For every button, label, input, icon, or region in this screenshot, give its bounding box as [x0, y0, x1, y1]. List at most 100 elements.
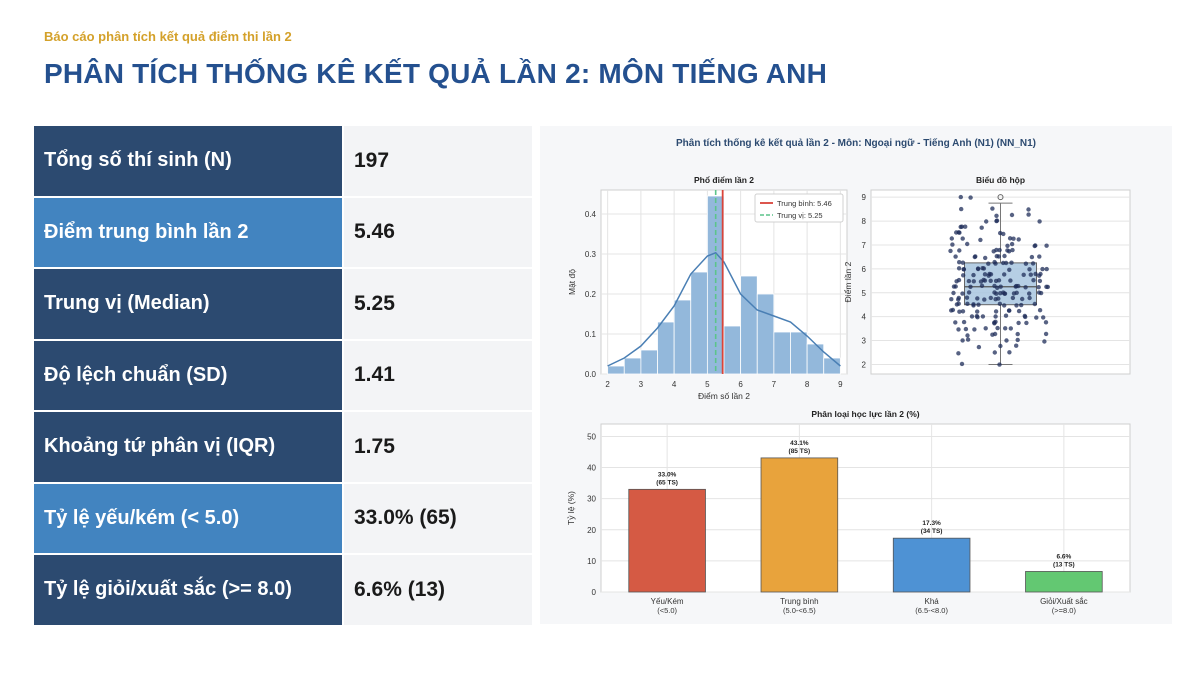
scatter-point	[1036, 285, 1041, 290]
scatter-point	[958, 224, 963, 230]
x-tick-label: 6	[738, 380, 743, 389]
scatter-point	[993, 314, 998, 319]
data-label: (85 TS)	[789, 448, 811, 455]
scatter-point	[969, 314, 975, 319]
scatter-point	[983, 326, 988, 331]
scatter-point	[960, 260, 966, 265]
scatter-point	[956, 230, 961, 235]
scatter-point	[1037, 308, 1043, 313]
scatter-point	[963, 326, 969, 332]
kde-line	[607, 251, 841, 367]
scatter-point	[956, 266, 962, 271]
scatter-point	[1003, 326, 1008, 331]
scatter-point	[1023, 261, 1029, 266]
scatter-point	[1041, 315, 1046, 320]
stat-row-iqr: Khoảng tứ phân vị (IQR) 1.75	[34, 412, 532, 482]
scatter-point	[1021, 272, 1026, 277]
scatter-point	[1026, 207, 1031, 212]
y-axis-label: Mật độ	[567, 269, 577, 295]
figure-title: Phân tích thống kê kết quả lần 2 - Môn: …	[676, 137, 1036, 149]
stat-label: Tỷ lệ giỏi/xuất sắc (>= 8.0)	[34, 555, 342, 625]
scatter-point	[1024, 320, 1029, 326]
scatter-point	[1010, 247, 1015, 253]
scatter-point	[957, 248, 962, 253]
scatter-point	[988, 278, 993, 283]
y-tick-label: 4	[862, 313, 867, 322]
y-tick-label: 9	[862, 193, 867, 202]
scatter-point	[1007, 267, 1012, 272]
stat-row-excellent: Tỷ lệ giỏi/xuất sắc (>= 8.0) 6.6% (13)	[34, 555, 532, 625]
scatter-point	[979, 283, 985, 288]
y-tick-label: 0.1	[585, 330, 597, 339]
y-tick-label: 0.2	[585, 290, 597, 299]
scatter-point	[1023, 285, 1028, 290]
scatter-point	[1028, 272, 1033, 277]
chart-title: Phổ điểm lần 2	[694, 175, 754, 185]
histogram-bar	[690, 271, 708, 375]
scatter-point	[975, 309, 980, 314]
scatter-point	[986, 261, 991, 266]
box-plot-chart: 2 3 4 5 6 7 8 9 Biểu đồ hộp Điểm lần 2	[843, 175, 1131, 375]
scatter-point	[1007, 308, 1012, 313]
scatter-point	[1032, 301, 1037, 307]
scatter-point	[990, 206, 995, 211]
data-label: 43.1%	[790, 440, 809, 447]
scatter-point	[984, 219, 989, 224]
scatter-point	[956, 295, 961, 301]
y-tick-label: 20	[587, 526, 596, 535]
scatter-point	[1015, 331, 1020, 337]
scatter-point	[1002, 303, 1007, 308]
scatter-point	[982, 272, 988, 277]
bar	[760, 457, 839, 593]
scatter-point	[971, 279, 976, 284]
scatter-point	[992, 331, 998, 337]
stat-value: 5.46	[344, 197, 532, 267]
scatter-point	[983, 255, 988, 261]
scatter-point	[956, 351, 961, 356]
scatter-point	[1011, 236, 1016, 241]
outlier-point	[997, 194, 1004, 201]
data-label: (65 TS)	[656, 479, 678, 486]
histogram-bar	[673, 299, 692, 375]
histogram-bar	[607, 365, 625, 375]
x-tick-label: Giỏi/Xuất sắc	[1040, 597, 1088, 606]
histogram-bar	[706, 195, 725, 375]
scatter-point	[1005, 243, 1010, 248]
scatter-point	[949, 236, 954, 241]
scatter-point	[997, 301, 1003, 306]
scatter-point	[998, 343, 1003, 349]
scatter-point	[994, 213, 999, 218]
scatter-point	[1037, 254, 1042, 259]
scatter-point	[993, 297, 998, 302]
histogram-bar	[790, 331, 808, 375]
x-tick-label: (<5.0)	[657, 606, 677, 615]
y-tick-label: 5	[862, 289, 867, 298]
stat-label: Tổng số thí sinh (N)	[34, 126, 342, 196]
scatter-point	[957, 309, 962, 314]
scatter-point	[1016, 308, 1022, 314]
scatter-point	[1043, 331, 1049, 337]
chart-title: Phân loại học lực lần 2 (%)	[811, 409, 919, 419]
x-tick-label: (5.0-<6.5)	[783, 606, 816, 615]
scatter-point	[961, 267, 966, 272]
scatter-point	[1016, 283, 1021, 289]
scatter-point	[960, 236, 965, 241]
scatter-point	[960, 309, 966, 314]
scatter-point	[951, 284, 957, 289]
y-tick-label: 2	[862, 360, 867, 369]
scatter-point	[956, 327, 961, 332]
histogram-bar	[723, 325, 742, 375]
scatter-point	[1009, 260, 1014, 265]
scatter-point	[1003, 313, 1009, 318]
scatter-point	[968, 284, 973, 289]
stat-label: Trung vị (Median)	[34, 269, 342, 339]
y-tick-label: 0.3	[585, 250, 597, 259]
scatter-point	[992, 259, 997, 265]
scatter-point	[1044, 243, 1049, 248]
y-tick-label: 7	[862, 241, 867, 250]
scatter-point	[964, 295, 970, 300]
scatter-point	[965, 333, 970, 338]
scatter-point	[960, 291, 965, 296]
scatter-point	[965, 337, 971, 342]
scatter-point	[966, 290, 972, 295]
